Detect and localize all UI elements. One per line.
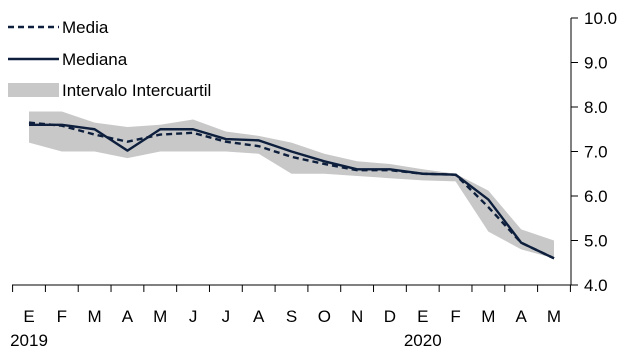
legend-label: Mediana — [62, 50, 128, 69]
x-tick-label: A — [516, 307, 528, 326]
y-tick-label: 6.0 — [584, 187, 608, 206]
y-tick-label: 4.0 — [584, 276, 608, 295]
x-tick-label: O — [318, 307, 331, 326]
x-tick-label: M — [481, 307, 495, 326]
x-tick-label: M — [88, 307, 102, 326]
x-tick-label: D — [384, 307, 396, 326]
x-tick-label: A — [122, 307, 134, 326]
x-tick-label: S — [286, 307, 297, 326]
legend-label: Intervalo Intercuartil — [62, 81, 211, 100]
legend-item-intervalo-intercuartil: Intervalo Intercuartil — [8, 81, 211, 100]
year-label: 2019 — [10, 331, 48, 349]
legend-item-mediana: Mediana — [8, 50, 128, 69]
legend-item-media: Media — [8, 18, 109, 37]
x-tick-label: J — [189, 307, 198, 326]
y-tick-label: 9.0 — [584, 54, 608, 73]
x-tick-label: E — [23, 307, 34, 326]
legend: Media Mediana Intervalo Intercuartil — [8, 18, 211, 100]
x-tick-label: M — [547, 307, 561, 326]
x-tick-label: N — [351, 307, 363, 326]
year-label: 2020 — [404, 331, 442, 349]
iqr-band-layer — [29, 111, 554, 259]
series-lines-layer — [28, 121, 555, 260]
x-tick-label: A — [253, 307, 265, 326]
y-tick-label: 8.0 — [584, 98, 608, 117]
x-tick-label: M — [153, 307, 167, 326]
y-tick-label: 7.0 — [584, 143, 608, 162]
x-tick-label: J — [222, 307, 231, 326]
y-tick-label: 5.0 — [584, 232, 608, 251]
x-tick-label: F — [450, 307, 460, 326]
x-tick-label: E — [417, 307, 428, 326]
series-line-mediana — [29, 123, 555, 260]
x-tick-label: F — [57, 307, 67, 326]
legend-label: Media — [62, 18, 109, 37]
legend-swatch-band — [8, 83, 59, 97]
y-tick-label: 10.0 — [584, 9, 617, 28]
iqr-band — [29, 111, 554, 259]
